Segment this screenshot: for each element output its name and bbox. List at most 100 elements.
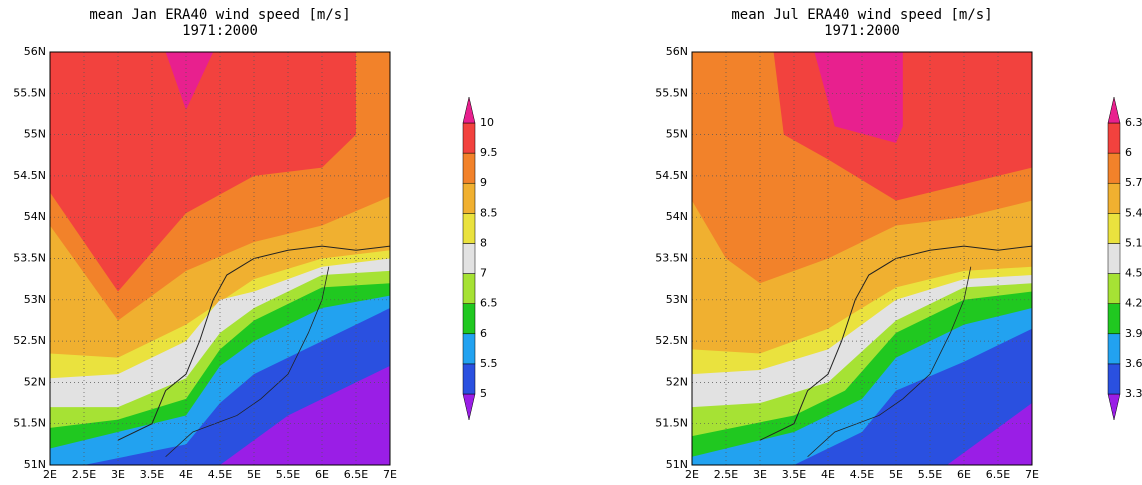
map-panel: mean Jul ERA40 wind speed [m/s]1971:2000… <box>655 7 1142 481</box>
colorbar-swatch <box>462 213 476 244</box>
y-tick-label: 52N <box>666 375 688 388</box>
colorbar-label: 6.3 <box>1125 116 1142 129</box>
x-tick-label: 2.5E <box>714 468 738 481</box>
y-tick-label: 55.5N <box>655 86 688 99</box>
y-tick-label: 51N <box>666 458 688 471</box>
y-tick-label: 51N <box>24 458 46 471</box>
colorbar-label: 3.6 <box>1125 357 1142 370</box>
x-tick-label: 7E <box>1025 468 1039 481</box>
colorbar-label: 5.1 <box>1125 236 1142 249</box>
x-tick-label: 6.5E <box>344 468 368 481</box>
colorbar-swatch <box>462 273 476 304</box>
x-tick-label: 4E <box>179 468 193 481</box>
x-tick-label: 5.5E <box>918 468 942 481</box>
colorbar-label: 9.5 <box>480 146 498 159</box>
y-tick-label: 56N <box>666 45 688 58</box>
x-tick-label: 6.5E <box>986 468 1010 481</box>
y-tick-label: 52.5N <box>13 334 46 347</box>
x-tick-label: 3.5E <box>782 468 806 481</box>
colorbar-cap <box>1107 393 1121 421</box>
map-panel: mean Jan ERA40 wind speed [m/s]1971:2000… <box>13 7 497 481</box>
colorbar-label: 3.9 <box>1125 327 1142 340</box>
coastline <box>117 245 391 441</box>
colorbar-label: 10 <box>480 116 494 129</box>
colorbar-swatch <box>1107 273 1121 304</box>
y-tick-label: 55N <box>24 128 46 141</box>
x-tick-label: 5E <box>247 468 261 481</box>
colorbar-label: 6 <box>1125 146 1132 159</box>
x-tick-label: 3E <box>753 468 767 481</box>
plot-frame <box>49 51 391 466</box>
colorbar-label: 4.5 <box>1125 267 1142 280</box>
colorbar-label: 6.5 <box>480 297 498 310</box>
y-tick-label: 55.5N <box>13 86 46 99</box>
x-tick-label: 3.5E <box>140 468 164 481</box>
colorbar-swatch <box>1107 303 1121 335</box>
colorbar-swatch <box>462 363 476 395</box>
colorbar-label: 6 <box>480 327 487 340</box>
colorbar-swatch <box>462 122 476 154</box>
y-tick-label: 51.5N <box>655 417 688 430</box>
map-subtitle: 1971:2000 <box>182 23 258 39</box>
map-title: mean Jul ERA40 wind speed [m/s] <box>731 7 992 23</box>
colorbar-swatch <box>1107 122 1121 154</box>
x-tick-label: 2E <box>685 468 699 481</box>
x-tick-label: 5.5E <box>276 468 300 481</box>
x-tick-label: 3E <box>111 468 125 481</box>
coastline <box>759 245 1033 441</box>
colorbar-label: 5.4 <box>1125 206 1142 219</box>
colorbar-swatch <box>462 152 476 184</box>
colorbar-label: 8 <box>480 236 487 249</box>
y-tick-label: 55N <box>666 128 688 141</box>
contour-fill <box>50 365 390 465</box>
contour-fill <box>165 52 214 110</box>
colorbar-swatch <box>1107 152 1121 184</box>
x-tick-label: 7E <box>383 468 397 481</box>
y-tick-label: 54.5N <box>655 169 688 182</box>
y-tick-label: 51.5N <box>13 417 46 430</box>
y-tick-label: 54N <box>666 210 688 223</box>
plot-frame <box>691 51 1033 466</box>
y-tick-label: 53N <box>666 293 688 306</box>
y-tick-label: 56N <box>24 45 46 58</box>
x-tick-label: 6E <box>957 468 971 481</box>
colorbar-cap <box>1107 96 1121 124</box>
colorbar-swatch <box>1107 363 1121 395</box>
colorbar-label: 8.5 <box>480 206 498 219</box>
x-tick-label: 4E <box>821 468 835 481</box>
y-tick-label: 53.5N <box>13 252 46 265</box>
colorbar-swatch <box>462 333 476 365</box>
map-subtitle: 1971:2000 <box>824 23 900 39</box>
y-tick-label: 54.5N <box>13 169 46 182</box>
colorbar-swatch <box>1107 333 1121 365</box>
y-tick-label: 52.5N <box>655 334 688 347</box>
y-tick-label: 53.5N <box>655 252 688 265</box>
colorbar-label: 7 <box>480 267 487 280</box>
colorbar-swatch <box>1107 182 1121 214</box>
colorbar-label: 5 <box>480 387 487 400</box>
border <box>807 266 972 458</box>
y-tick-label: 54N <box>24 210 46 223</box>
colorbar-swatch <box>1107 213 1121 244</box>
contour-fill <box>814 52 903 143</box>
x-tick-label: 4.5E <box>208 468 232 481</box>
contour-fill <box>692 328 1032 465</box>
colorbar-swatch <box>462 243 476 274</box>
colorbar-label: 5.7 <box>1125 176 1142 189</box>
x-tick-label: 2E <box>43 468 57 481</box>
x-tick-label: 5E <box>889 468 903 481</box>
colorbar-label: 9 <box>480 176 487 189</box>
x-tick-label: 6E <box>315 468 329 481</box>
colorbar-cap <box>462 96 476 124</box>
colorbar-swatch <box>1107 243 1121 274</box>
x-tick-label: 4.5E <box>850 468 874 481</box>
y-tick-label: 52N <box>24 375 46 388</box>
y-tick-label: 53N <box>24 293 46 306</box>
colorbar-swatch <box>462 182 476 214</box>
colorbar-label: 5.5 <box>480 357 498 370</box>
colorbar-label: 4.2 <box>1125 297 1142 310</box>
colorbar-cap <box>462 393 476 421</box>
x-tick-label: 2.5E <box>72 468 96 481</box>
border <box>165 266 330 458</box>
